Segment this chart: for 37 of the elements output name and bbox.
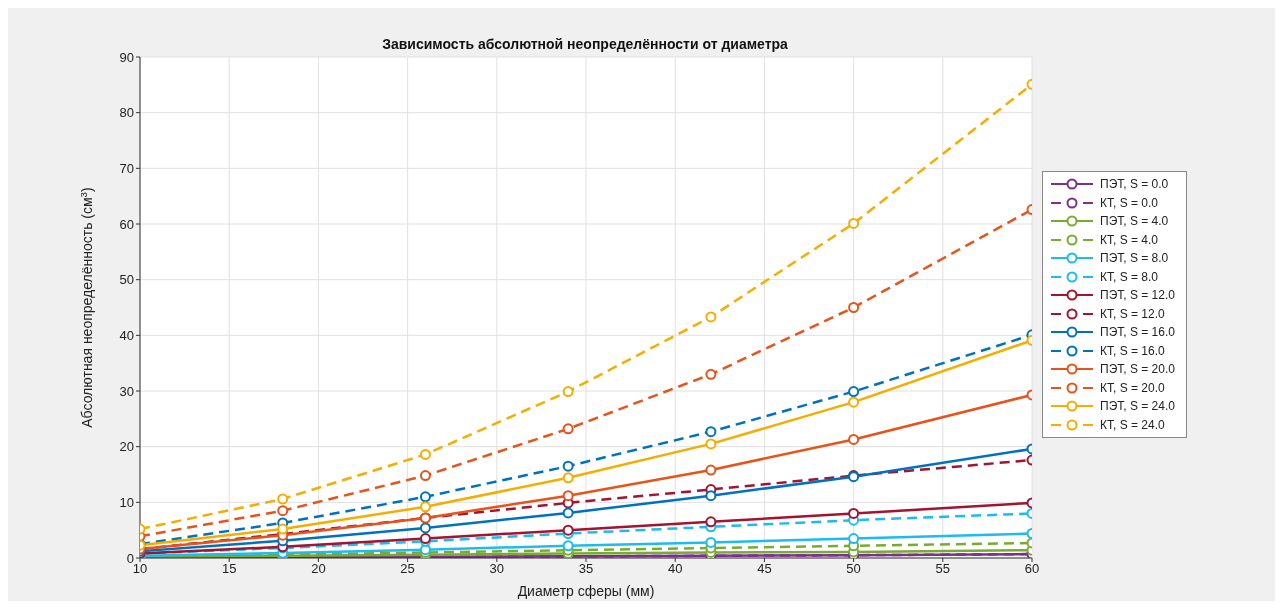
legend-label: ПЭТ, S = 0.0 (1100, 177, 1169, 192)
x-tick-label: 10 (132, 561, 148, 577)
x-axis-title: Диаметр сферы (мм) (517, 583, 655, 599)
y-tick-label: 10 (119, 494, 134, 510)
x-tick-label: 50 (846, 561, 861, 577)
legend-label: КТ, S = 0.0 (1100, 195, 1159, 210)
y-tick-label: 80 (119, 105, 134, 121)
x-tick-label: 25 (400, 561, 415, 577)
y-tick-label: 50 (119, 272, 134, 288)
x-tick-label: 60 (1024, 561, 1040, 577)
legend-label: КТ, S = 24.0 (1100, 417, 1165, 432)
x-tick-label: 30 (489, 561, 505, 577)
y-tick-label: 40 (119, 327, 134, 343)
x-tick-label: 55 (935, 561, 951, 577)
y-tick-label: 0 (126, 550, 134, 566)
x-tick-label: 45 (757, 561, 772, 577)
chart-title: Зависимость абсолютной неопределённости от диаметра (381, 36, 789, 52)
legend-label: ПЭТ, S = 20.0 (1100, 362, 1175, 377)
legend-label: ПЭТ, S = 4.0 (1100, 214, 1169, 229)
x-tick-label: 40 (667, 561, 683, 577)
y-tick-label: 60 (119, 216, 134, 232)
legend-label: ПЭТ, S = 8.0 (1100, 251, 1169, 266)
y-tick-label: 20 (119, 439, 134, 455)
legend-label: КТ, S = 4.0 (1100, 232, 1159, 247)
y-tick-label: 90 (119, 49, 134, 65)
x-tick-label: 35 (578, 561, 594, 577)
x-tick-label: 15 (221, 561, 237, 577)
legend-label: КТ, S = 20.0 (1100, 380, 1165, 395)
legend-label: КТ, S = 12.0 (1100, 306, 1165, 321)
legend-label: КТ, S = 16.0 (1100, 343, 1165, 358)
y-tick-label: 70 (119, 160, 134, 176)
y-tick-label: 30 (119, 383, 134, 399)
legend-label: ПЭТ, S = 24.0 (1100, 399, 1175, 414)
x-tick-label: 20 (311, 561, 326, 577)
legend-label: ПЭТ, S = 16.0 (1100, 325, 1175, 340)
legend-label: ПЭТ, S = 12.0 (1100, 288, 1175, 303)
legend-label: КТ, S = 8.0 (1100, 269, 1159, 284)
